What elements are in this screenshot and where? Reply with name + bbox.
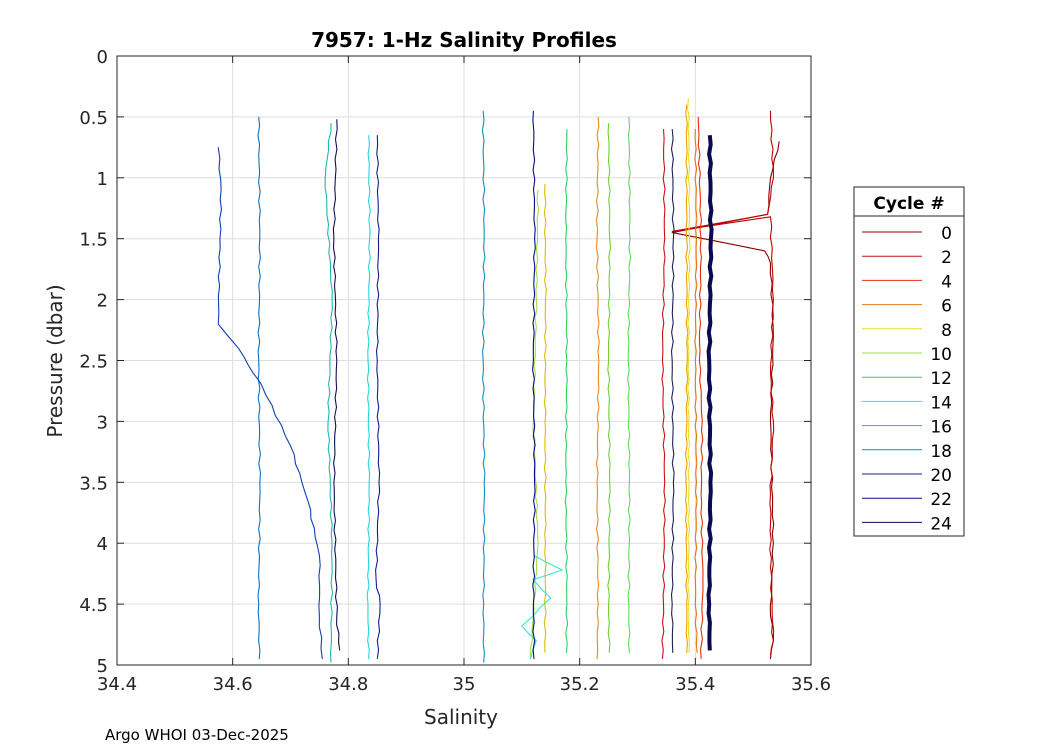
- legend-label: 10: [930, 345, 952, 365]
- y-tick-label: 4.5: [79, 595, 108, 616]
- y-tick-label: 5: [97, 656, 108, 677]
- series-line-9: [529, 189, 540, 659]
- x-tick-label: 35: [453, 674, 476, 695]
- series-line-7: [687, 98, 691, 653]
- legend-label: 8: [941, 321, 952, 341]
- legend-box: [853, 186, 965, 537]
- legend-label: 14: [930, 393, 952, 413]
- x-tick-label: 34.6: [213, 674, 253, 695]
- chart-title: 7957: 1-Hz Salinity Profiles: [311, 28, 617, 52]
- legend-label: 16: [930, 418, 952, 438]
- series-line-22: [670, 129, 675, 653]
- legend-label: 24: [930, 514, 952, 534]
- x-axis-label: Salinity: [424, 705, 498, 729]
- y-tick-label: 3: [97, 412, 108, 433]
- series-line-3: [697, 116, 704, 659]
- series-line-6: [684, 104, 689, 653]
- y-tick-label: 2.5: [79, 352, 108, 373]
- series-line-11: [564, 129, 569, 653]
- series-line-19: [217, 147, 323, 659]
- series-line-23: [706, 135, 714, 651]
- series-line-14: [366, 135, 371, 659]
- y-tick-label: 3.5: [79, 473, 108, 494]
- legend-label: 20: [930, 466, 952, 486]
- series-line-10: [607, 122, 612, 653]
- axis-ticks: 34.4 34.6 34.8 35 35.2 35.4 35.6 0 0.5 1 1.5 2 2.5 3 3…: [79, 47, 831, 695]
- y-tick-label: 0.5: [79, 108, 108, 129]
- legend-label: 0: [941, 224, 952, 244]
- series-line-21: [332, 119, 341, 651]
- x-tick-label: 34.8: [328, 674, 368, 695]
- series-line-18: [375, 135, 381, 659]
- y-tick-label: 2: [97, 291, 108, 312]
- x-tick-label: 35.2: [560, 674, 600, 695]
- y-axis-label: Pressure (dbar): [43, 284, 67, 437]
- series-line-16: [481, 110, 486, 663]
- footer-text: Argo WHOI 03-Dec-2025: [105, 726, 289, 744]
- series-line-17: [257, 116, 262, 659]
- series-line-15: [324, 122, 334, 663]
- series-line-12: [627, 116, 632, 653]
- series-line-20: [532, 110, 536, 659]
- y-tick-label: 1: [97, 169, 108, 190]
- legend-label: 12: [930, 369, 952, 389]
- x-tick-label: 35.4: [675, 674, 715, 695]
- legend-title: Cycle #: [873, 194, 944, 214]
- legend-label: 18: [930, 442, 952, 462]
- series-line-2: [661, 129, 666, 659]
- series-line-5: [595, 116, 600, 659]
- y-tick-label: 0: [97, 47, 108, 68]
- series-layer: [217, 98, 780, 663]
- series-line-8: [543, 183, 547, 653]
- y-tick-label: 4: [97, 534, 108, 555]
- x-tick-label: 34.4: [97, 674, 137, 695]
- x-tick-label: 35.6: [791, 674, 831, 695]
- legend-label: 6: [941, 297, 952, 317]
- series-line-1: [671, 110, 775, 656]
- legend-label: 4: [941, 272, 952, 292]
- y-tick-label: 1.5: [79, 230, 108, 251]
- series-line-4: [694, 129, 698, 653]
- legend-label: 22: [930, 490, 952, 510]
- legend-label: 2: [941, 248, 952, 268]
